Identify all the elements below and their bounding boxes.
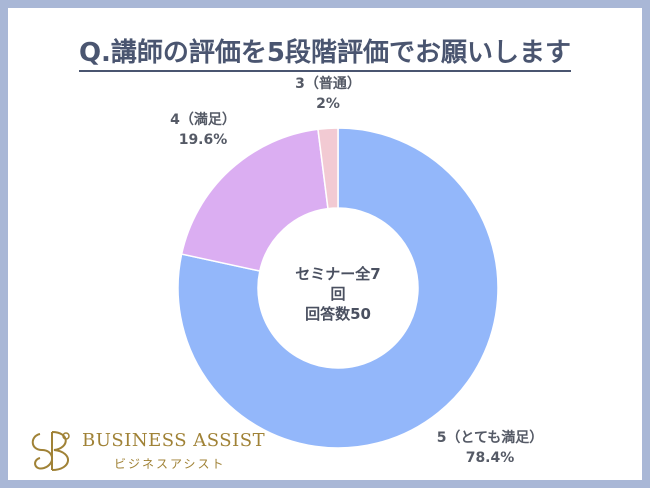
logo-monogram-icon bbox=[31, 431, 70, 471]
logo-sub-text: ビジネスアシスト bbox=[114, 457, 226, 471]
slice-3 bbox=[317, 127, 339, 210]
slice-label-3: 3（普通） 2% bbox=[273, 74, 383, 114]
logo-main-text: BUSINESS ASSIST bbox=[82, 430, 266, 451]
logo-text: BUSINESS ASSIST ビジネスアシスト bbox=[82, 430, 265, 472]
center-line-2: 回答数50 bbox=[305, 305, 371, 323]
chart-title: Q.講師の評価を5段階評価でお願いします bbox=[8, 32, 642, 72]
slice-category-5: 5（とても満足） bbox=[436, 430, 544, 446]
slice-value-4: 19.6% bbox=[178, 132, 228, 148]
slice-5 bbox=[177, 127, 499, 449]
slice-4 bbox=[180, 128, 329, 272]
donut-chart bbox=[177, 127, 499, 449]
slice-value-5: 78.4% bbox=[465, 450, 515, 466]
slice-category-4: 4（満足） bbox=[170, 112, 236, 128]
chart-title-text: Q.講師の評価を5段階評価でお願いします bbox=[78, 38, 572, 72]
figure-frame: Q.講師の評価を5段階評価でお願いします 5（とても満足） 78.4% 4（満足… bbox=[8, 8, 642, 480]
slice-category-3: 3（普通） bbox=[295, 76, 361, 92]
slice-label-5: 5（とても満足） 78.4% bbox=[400, 428, 580, 468]
slice-label-4: 4（満足） 19.6% bbox=[148, 110, 258, 150]
center-line-1: セミナー全7回 bbox=[295, 265, 381, 303]
donut-center-label: セミナー全7回 回答数50 bbox=[288, 264, 388, 324]
slice-value-3: 2% bbox=[316, 96, 340, 112]
